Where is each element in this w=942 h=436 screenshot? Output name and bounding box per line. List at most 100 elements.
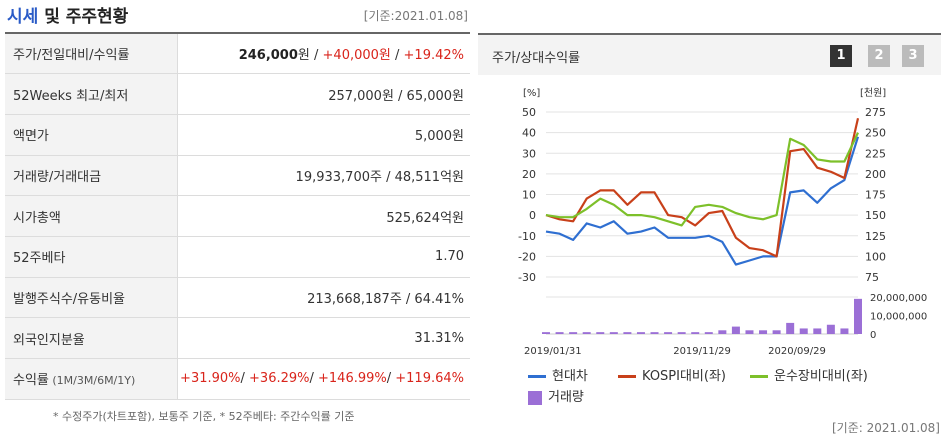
- legend-swatch: [528, 375, 546, 378]
- volume-bar: [677, 332, 686, 334]
- label-main: 수익률: [13, 373, 49, 389]
- separator: /: [309, 371, 319, 387]
- current-price: 246,000: [238, 48, 298, 64]
- volume-bar: [596, 332, 605, 334]
- price-unit: 원: [297, 48, 310, 64]
- table-row: 52Weeks 최고/최저 257,000원 / 65,000원: [5, 73, 470, 115]
- return-1m: +31.90%: [180, 371, 241, 387]
- legend-item: 현대차: [528, 365, 588, 384]
- legend-label: 운수장비대비(좌): [774, 369, 868, 384]
- volume-bar: [745, 330, 754, 334]
- volume-bar: [609, 332, 618, 334]
- title-blue: 시세: [7, 7, 39, 27]
- volume-bar: [542, 332, 550, 334]
- page-button-2[interactable]: 2: [868, 45, 890, 67]
- return-1y: +119.64%: [395, 371, 464, 387]
- change-rate: +19.42%: [403, 48, 464, 64]
- chart-header: 주가/상대수익률 1 2 3: [478, 33, 941, 75]
- y-left-tick: -30: [518, 271, 536, 284]
- volume-bar: [826, 324, 835, 334]
- row-value: 246,000원 / +40,000원 / +19.42%: [177, 33, 470, 75]
- y-left-tick: -20: [518, 250, 536, 263]
- y-left-tick: -10: [518, 230, 536, 243]
- separator: /: [390, 48, 404, 64]
- page-title: 시세 및 주주현황: [7, 2, 128, 27]
- volume-bar: [786, 322, 795, 334]
- return-3m: +36.29%: [249, 371, 310, 387]
- volume-bar: [840, 328, 849, 334]
- separator: /: [386, 371, 396, 387]
- price-chart: 50 275 40 250 30 225 20 200 10 175 0 150 -10 125 -20 10…: [518, 87, 927, 357]
- table-row: 수익률 (1M/3M/6M/1Y) +31.90%/ +36.29%/ +146…: [5, 358, 470, 400]
- return-6m: +146.99%: [318, 371, 387, 387]
- legend-item: KOSPI대비(좌): [618, 365, 726, 384]
- row-label: 주가/전일대비/수익률: [5, 33, 178, 75]
- footnote: * 수정주가(차트포함), 보통주 기준, * 52주베타: 주간수익률 기준: [53, 410, 355, 423]
- y-right-tick: 175: [865, 189, 886, 202]
- volume-bar: [650, 332, 659, 334]
- y-left-tick: 20: [522, 168, 536, 181]
- volume-bar: [718, 330, 727, 334]
- volume-bar: [623, 332, 632, 334]
- chart-base-date: [기준: 2021.01.08]: [831, 421, 940, 435]
- volume-bar: [704, 332, 713, 334]
- y-left-tick: 30: [522, 147, 536, 160]
- page-button-1[interactable]: 1: [830, 45, 852, 67]
- volume-bar: [813, 328, 822, 334]
- legend-item: 운수장비대비(좌): [750, 365, 868, 384]
- change-value: +40,000원: [322, 48, 391, 64]
- y-left-tick: 40: [522, 127, 536, 140]
- series-line: [545, 132, 859, 227]
- row-value: 213,668,187주 / 64.41%: [177, 277, 470, 319]
- volume-bar: [664, 332, 673, 334]
- y-right-tick: 200: [865, 168, 886, 181]
- chart-panel: 주가/상대수익률 1 2 3 50 275 40 250 30 225 20 200 10 175…: [478, 0, 942, 436]
- table-row: 주가/전일대비/수익률 246,000원 / +40,000원 / +19.42…: [5, 33, 470, 75]
- y-right-tick: 100: [865, 250, 886, 263]
- table-row: 52주베타 1.70: [5, 236, 470, 278]
- legend-swatch: [618, 375, 636, 378]
- price-table: 주가/전일대비/수익률 246,000원 / +40,000원 / +19.42…: [5, 32, 470, 400]
- x-tick: 2019/01/31: [524, 346, 582, 357]
- series-line: [545, 117, 860, 258]
- row-label: 52주베타: [5, 236, 178, 278]
- y-right-tick: 225: [865, 147, 886, 160]
- legend-label: KOSPI대비(좌): [642, 369, 726, 384]
- volume-bar: [854, 298, 862, 334]
- y-left-tick: 10: [522, 189, 536, 202]
- table-row: 발행주식수/유동비율 213,668,187주 / 64.41%: [5, 277, 470, 319]
- volume-bar: [582, 332, 591, 334]
- table-row: 액면가 5,000원: [5, 114, 470, 156]
- chart-title: 주가/상대수익률: [492, 51, 581, 66]
- row-label: 액면가: [5, 114, 178, 156]
- right-unit: [천원]: [860, 87, 886, 99]
- volume-bar: [569, 332, 578, 334]
- volume-bar: [555, 332, 564, 334]
- price-info-panel: 시세 및 주주현황 [기준:2021.01.08] 주가/전일대비/수익률 24…: [5, 0, 470, 423]
- row-value: 19,933,700주 / 48,511억원: [177, 155, 470, 197]
- legend-swatch: [528, 390, 542, 405]
- volume-bar: [799, 328, 808, 334]
- row-value: 31.31%: [177, 317, 470, 359]
- volume-bar: [731, 326, 740, 334]
- legend-item: 거래량: [528, 386, 584, 405]
- left-unit: [%]: [523, 88, 540, 99]
- x-tick: 2020/09/29: [768, 346, 826, 357]
- volume-bar: [691, 332, 700, 334]
- series-line: [545, 136, 860, 266]
- label-sub: (1M/3M/6M/1Y): [48, 374, 136, 388]
- title-rest: 및 주주현황: [38, 7, 129, 27]
- row-value: 1.70: [177, 236, 470, 278]
- legend-label: 현대차: [552, 369, 588, 384]
- volume-tick: 20,000,000: [870, 293, 927, 304]
- volume-bar: [636, 332, 645, 334]
- table-row: 거래량/거래대금 19,933,700주 / 48,511억원: [5, 155, 470, 197]
- y-right-tick: 75: [865, 271, 879, 284]
- page-button-3[interactable]: 3: [902, 45, 924, 67]
- separator: /: [240, 371, 250, 387]
- table-row: 시가총액 525,624억원: [5, 195, 470, 237]
- header: 시세 및 주주현황 [기준:2021.01.08]: [5, 0, 470, 32]
- row-label: 52Weeks 최고/최저: [5, 73, 178, 115]
- y-right-tick: 250: [865, 127, 886, 140]
- row-label: 외국인지분율: [5, 317, 178, 359]
